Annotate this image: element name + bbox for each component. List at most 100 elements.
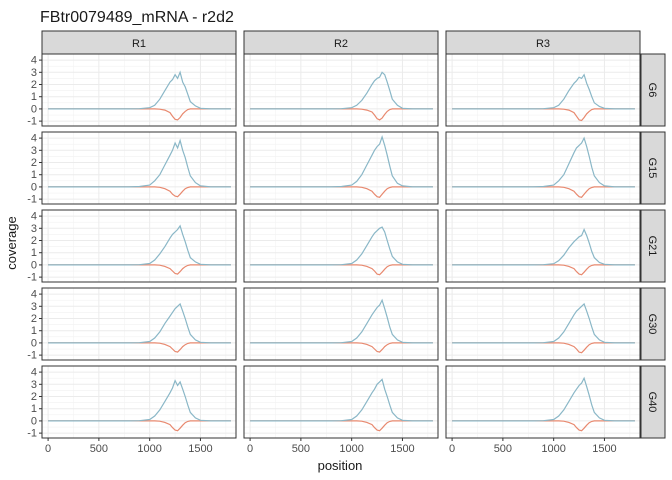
y-tick-label: 0 <box>31 259 37 271</box>
panel-border <box>445 365 641 439</box>
panel-border <box>445 287 641 361</box>
y-tick-label: 2 <box>31 391 37 403</box>
panel-R3-G30 <box>445 287 641 361</box>
y-tick-label: 0 <box>31 103 37 115</box>
y-tick-label: 0 <box>31 415 37 427</box>
y-tick-label: 3 <box>31 67 37 79</box>
y-axis-label: coverage <box>4 216 19 269</box>
y-tick-label: -1 <box>27 194 37 206</box>
x-tick-label: 500 <box>292 443 310 455</box>
y-tick-label: -1 <box>27 116 37 128</box>
x-tick-label: 1000 <box>339 443 363 455</box>
chart-title: FBtr0079489_mRNA - r2d2 <box>40 9 234 26</box>
y-tick-label: 4 <box>31 211 37 223</box>
strip-label-R2: R2 <box>334 38 348 50</box>
panel-R3-G40: 0 500 1000 1500 <box>445 365 641 455</box>
x-tick-label: 0 <box>247 443 253 455</box>
y-tick-label: 2 <box>31 79 37 91</box>
x-tick-label: 0 <box>45 443 51 455</box>
strip-label-R3: R3 <box>536 38 550 50</box>
y-tick-label: 1 <box>31 169 37 181</box>
panel-border <box>243 131 439 205</box>
series-line-plus <box>452 376 635 422</box>
panel-R3-G6 <box>445 53 641 127</box>
panel-border <box>243 209 439 283</box>
y-tick-label: 3 <box>31 379 37 391</box>
strip-row-G15 <box>640 131 666 205</box>
series-line-plus <box>48 138 231 188</box>
panel-R2-G6 <box>243 53 439 127</box>
series-line-plus <box>48 224 231 266</box>
panel-border <box>243 365 439 439</box>
y-tick-label: 0 <box>31 181 37 193</box>
strip-row-G6 <box>640 53 666 127</box>
y-tick-label: 2 <box>31 313 37 325</box>
y-tick-label: 2 <box>31 157 37 169</box>
panel-border <box>41 287 237 361</box>
series-line-plus <box>48 70 231 110</box>
strip-label-G6: G6 <box>646 83 658 98</box>
panel-R2-G15 <box>243 131 439 205</box>
strip-label-G30: G30 <box>646 314 658 335</box>
y-tick-label: 1 <box>31 325 37 337</box>
x-tick-label: 500 <box>90 443 108 455</box>
x-tick-label: 1500 <box>188 443 212 455</box>
x-tick-label: 0 <box>449 443 455 455</box>
y-tick-label: 4 <box>31 55 37 67</box>
series-line-plus <box>452 136 635 188</box>
panel-border <box>41 131 237 205</box>
y-tick-label: 1 <box>31 403 37 415</box>
series-line-plus <box>250 298 433 344</box>
series-line-plus <box>48 379 231 422</box>
y-tick-label: -1 <box>27 428 37 440</box>
panel-R2-G30 <box>243 287 439 361</box>
y-tick-label: 4 <box>31 133 37 145</box>
y-tick-label: -1 <box>27 272 37 284</box>
panel-border <box>243 287 439 361</box>
panel-R3-G21 <box>445 209 641 283</box>
series-line-plus <box>48 302 231 344</box>
series-line-plus <box>452 227 635 266</box>
panel-border <box>41 53 237 127</box>
y-tick-label: 1 <box>31 247 37 259</box>
y-tick-label: 4 <box>31 367 37 379</box>
panel-border <box>41 209 237 283</box>
panel-border <box>243 53 439 127</box>
facet-panels: R1 R2 R3G6G15G21G30G40-101234-101234-10123… <box>27 30 666 455</box>
series-line-plus <box>452 302 635 344</box>
panel-R2-G40: 0 500 1000 1500 <box>243 365 439 455</box>
y-tick-label: 2 <box>31 235 37 247</box>
panel-R3-G15 <box>445 131 641 205</box>
series-line-plus <box>452 73 635 110</box>
strip-label-G15: G15 <box>646 158 658 179</box>
y-tick-label: -1 <box>27 350 37 362</box>
x-axis-label: position <box>318 458 363 473</box>
y-tick-label: 1 <box>31 91 37 103</box>
y-tick-label: 3 <box>31 301 37 313</box>
panel-border <box>445 131 641 205</box>
x-tick-label: 1000 <box>137 443 161 455</box>
strip-row-G40 <box>640 365 666 439</box>
panel-border <box>445 209 641 283</box>
strip-label-G40: G40 <box>646 392 658 413</box>
strip-label-G21: G21 <box>646 236 658 257</box>
strip-row-G21 <box>640 209 666 283</box>
y-tick-label: 4 <box>31 289 37 301</box>
x-tick-label: 500 <box>494 443 512 455</box>
series-line-plus <box>250 226 433 266</box>
y-tick-label: 0 <box>31 337 37 349</box>
x-tick-label: 1500 <box>592 443 616 455</box>
series-line-plus <box>250 134 433 188</box>
x-tick-label: 1500 <box>390 443 414 455</box>
panel-R2-G21 <box>243 209 439 283</box>
y-tick-label: 3 <box>31 145 37 157</box>
strip-label-R1: R1 <box>132 38 146 50</box>
panel-border <box>41 365 237 439</box>
x-tick-label: 1000 <box>541 443 565 455</box>
